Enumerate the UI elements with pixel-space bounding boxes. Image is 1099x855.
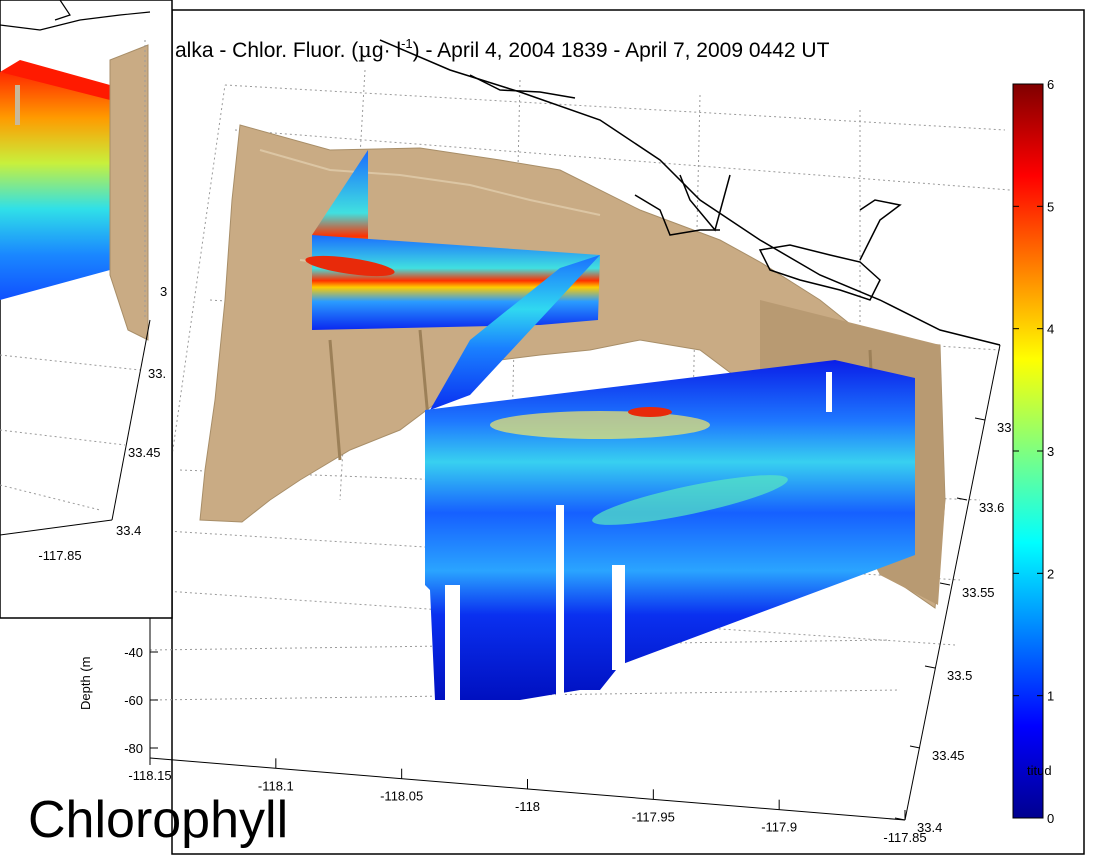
- lon-tick-label: -117.85: [883, 830, 926, 845]
- lat-axis-label: titud: [1027, 763, 1052, 778]
- lon-ticks: -118.15 -118.1 -118.05 -118 -117.95 -117.9 -11…: [128, 748, 927, 845]
- lat-tick-label: 33.45: [932, 748, 965, 763]
- lat-tick-mark: [909, 745, 921, 749]
- depth-tick-label: -60: [124, 693, 143, 708]
- lat-axis-line: [904, 344, 1001, 821]
- section-walls: [305, 150, 915, 700]
- lat-ticks: 33.4 33.45 33.5 33.55 33.6 33: [894, 417, 1011, 835]
- inset-panel: -117.85 33.4 33.45 33. 3: [0, 0, 173, 619]
- lon-tick-label: -118: [515, 799, 540, 814]
- chlorophyll-caption: Chlorophyll: [28, 791, 289, 849]
- colorbar-tick-label: 0: [1047, 811, 1054, 826]
- lat-tick-label: 33.6: [979, 500, 1004, 515]
- lon-tick-label: -118.15: [128, 768, 171, 783]
- lat-tick-mark: [894, 817, 906, 821]
- lat-tick-label: 33.55: [962, 585, 995, 600]
- colorbar-tick-label: 2: [1047, 566, 1054, 581]
- depth-tick-label: -80: [124, 741, 143, 756]
- depth-axis-label: Depth (m: [78, 657, 93, 710]
- lon-tick-label: -118.1: [258, 778, 294, 793]
- lon-tick-label: -118.05: [380, 789, 423, 804]
- section-wall-south: [425, 360, 915, 700]
- depth-tick-label: -40: [124, 645, 143, 660]
- lat-tick-label: 33.5: [947, 668, 972, 683]
- inset-lat-tick-label: 33.45: [128, 445, 161, 460]
- inset-ticks: -117.85 33.4 33.45 33. 3: [38, 284, 167, 563]
- inset-lat-tick-label: 33.: [148, 366, 166, 381]
- lat-tick-mark: [974, 417, 986, 421]
- lon-tick-label: -117.95: [632, 809, 675, 824]
- inset-lat-tick-label: 3: [160, 284, 167, 299]
- inset-lat-tick-label: 33.4: [116, 523, 141, 538]
- section-wall-diagonal: [430, 255, 600, 410]
- lat-tick-mark: [939, 582, 951, 586]
- coastline: [379, 39, 1001, 346]
- lat-tick-mark: [924, 665, 936, 669]
- lat-tick-label: 33.4: [917, 820, 942, 835]
- colorbar-tick-label: 5: [1047, 199, 1054, 214]
- lon-tick-label: -117.9: [761, 820, 797, 835]
- depth-ticks: -40 -60 -80: [124, 645, 158, 756]
- chart-title: alka - Chlor. Fluor. (µg· l-1) - April 4…: [175, 36, 830, 62]
- colorbar-tick-label: 1: [1047, 689, 1054, 704]
- colorbar-ticks: 0 1 2 3 4 5 6: [1013, 77, 1054, 826]
- colorbar-tick-label: 6: [1047, 77, 1054, 92]
- colorbar-tick-label: 4: [1047, 322, 1054, 337]
- inset-lon-tick-label: -117.85: [38, 548, 81, 563]
- colorbar-tick-label: 3: [1047, 444, 1054, 459]
- lat-tick-mark: [956, 497, 968, 501]
- lat-tick-label: 33: [997, 420, 1011, 435]
